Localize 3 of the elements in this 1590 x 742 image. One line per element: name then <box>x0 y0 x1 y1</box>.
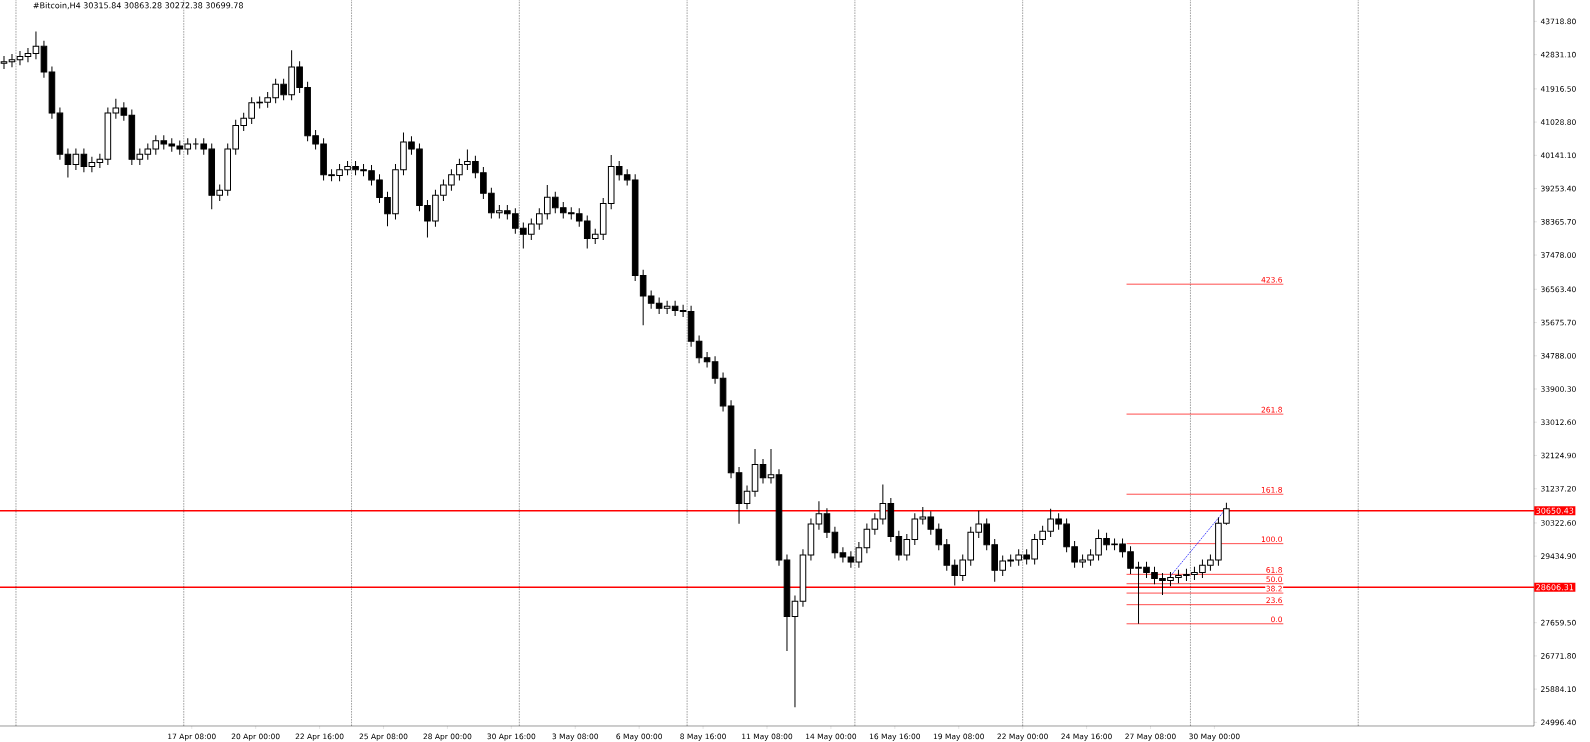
chart-title: #Bitcoin,H4 30315.84 30863.28 30272.38 30699.78 <box>33 2 243 10</box>
ref-line-label: 30650.43 <box>1536 507 1574 514</box>
ref-line-label: 28606.31 <box>1536 584 1574 591</box>
